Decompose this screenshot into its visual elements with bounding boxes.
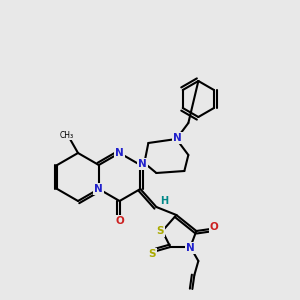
Text: O: O xyxy=(115,216,124,226)
Text: N: N xyxy=(186,243,195,253)
Text: CH₃: CH₃ xyxy=(60,130,74,140)
Text: H: H xyxy=(160,196,168,206)
Text: S: S xyxy=(157,226,164,236)
Text: O: O xyxy=(210,222,219,232)
Text: N: N xyxy=(115,148,124,158)
Text: N: N xyxy=(173,133,182,143)
Text: N: N xyxy=(94,184,103,194)
Text: N: N xyxy=(138,159,147,169)
Text: S: S xyxy=(148,249,156,259)
